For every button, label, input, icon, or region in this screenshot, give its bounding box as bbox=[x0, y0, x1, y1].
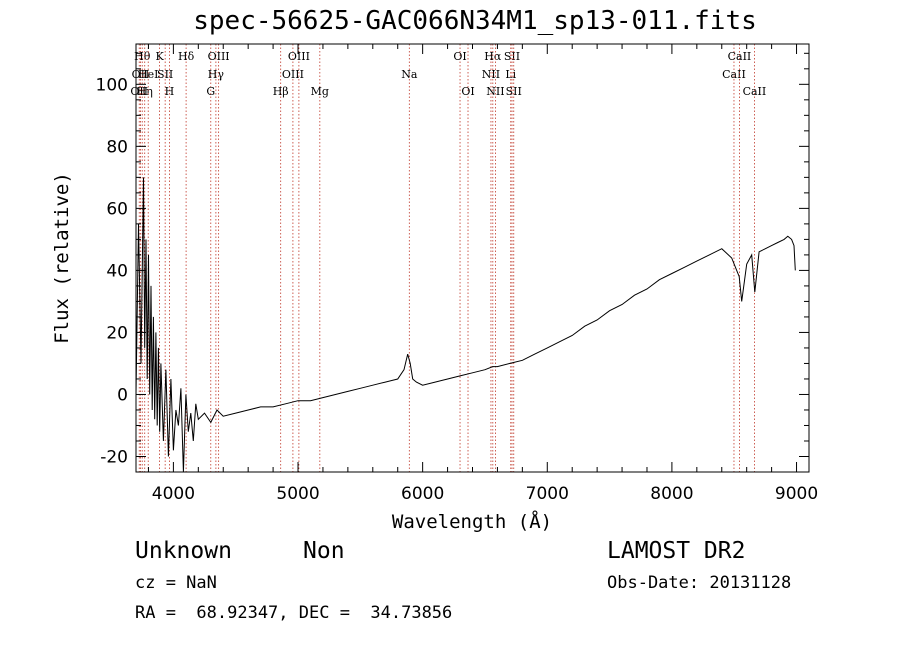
line-marker-label-14: OIII bbox=[288, 50, 310, 63]
line-marker-label-20: Hα bbox=[484, 50, 502, 63]
redshift-cz: cz = NaN bbox=[135, 573, 217, 593]
y-axis-label: Flux (relative) bbox=[51, 172, 73, 344]
line-marker-label-9: G bbox=[206, 85, 215, 98]
line-marker-label-12: Hβ bbox=[273, 85, 289, 98]
y-tick-label-0: -20 bbox=[100, 447, 128, 467]
y-tick-label-3: 40 bbox=[106, 261, 128, 281]
y-tick-label-4: 60 bbox=[106, 199, 128, 219]
plot-frame bbox=[135, 43, 810, 473]
x-tick-label-1: 5000 bbox=[276, 484, 319, 504]
line-marker-label-8: Hδ bbox=[178, 50, 195, 63]
line-marker-label-25: CaII bbox=[722, 68, 746, 81]
survey-name: LAMOST DR2 bbox=[607, 538, 746, 564]
series-layer bbox=[135, 177, 796, 473]
ra-dec-coordinates: RA = 68.92347, DEC = 34.73856 bbox=[135, 603, 453, 623]
line-marker-label-26: CaII bbox=[728, 50, 752, 63]
line-marker-label-24: SII bbox=[506, 85, 522, 98]
x-tick-label-5: 9000 bbox=[775, 484, 818, 504]
line-marker-label-17: OI bbox=[453, 50, 466, 63]
line-marker-label-5: K bbox=[155, 50, 164, 63]
x-tick-label-2: 6000 bbox=[401, 484, 444, 504]
line-marker-label-13: OIII bbox=[282, 68, 304, 81]
y-tick-label-6: 100 bbox=[96, 75, 128, 95]
x-tick-label-4: 8000 bbox=[650, 484, 693, 504]
x-tick-label-0: 4000 bbox=[152, 484, 195, 504]
line-marker-label-22: Li bbox=[505, 68, 516, 81]
line-marker-label-21: NII bbox=[486, 85, 504, 98]
x-tick-label-3: 7000 bbox=[526, 484, 569, 504]
line-marker-label-4: HeI bbox=[138, 68, 158, 81]
line-marker-label-0: OII bbox=[130, 85, 148, 98]
line-marker-label-27: CaII bbox=[743, 85, 767, 98]
axis-ticks: 4000 5000 6000 7000 8000 9000 -20 0 20 40 60 80 100 bbox=[96, 44, 818, 504]
line-marker-label-6: SII bbox=[157, 68, 173, 81]
x-axis-label: Wavelength (Å) bbox=[392, 510, 552, 533]
y-tick-label-5: 80 bbox=[106, 137, 128, 157]
series-line-0 bbox=[135, 177, 796, 473]
line-markers: OIIOIIHθHηHeIKSIIHHδGHγOIIIHβOIIIOIIIMgN… bbox=[130, 44, 766, 472]
line-marker-label-16: Na bbox=[401, 68, 418, 81]
line-marker-label-10: Hγ bbox=[208, 68, 225, 81]
line-marker-label-19: NII bbox=[482, 68, 500, 81]
line-marker-label-3: Hη bbox=[137, 85, 153, 98]
line-marker-label-7: H bbox=[165, 85, 175, 98]
line-marker-label-18: OI bbox=[461, 85, 474, 98]
observation-date: Obs-Date: 20131128 bbox=[607, 573, 792, 593]
line-marker-label-15: Mg bbox=[311, 85, 329, 98]
y-tick-label-1: 0 bbox=[117, 385, 128, 405]
chart-title: spec-56625-GAC066N34M1_sp13-011.fits bbox=[193, 6, 757, 36]
object-subclass: Non bbox=[303, 538, 345, 564]
y-tick-label-2: 20 bbox=[106, 323, 128, 343]
line-marker-label-11: OIII bbox=[208, 50, 230, 63]
object-class: Unknown bbox=[135, 538, 232, 564]
line-marker-label-23: SII bbox=[504, 50, 520, 63]
